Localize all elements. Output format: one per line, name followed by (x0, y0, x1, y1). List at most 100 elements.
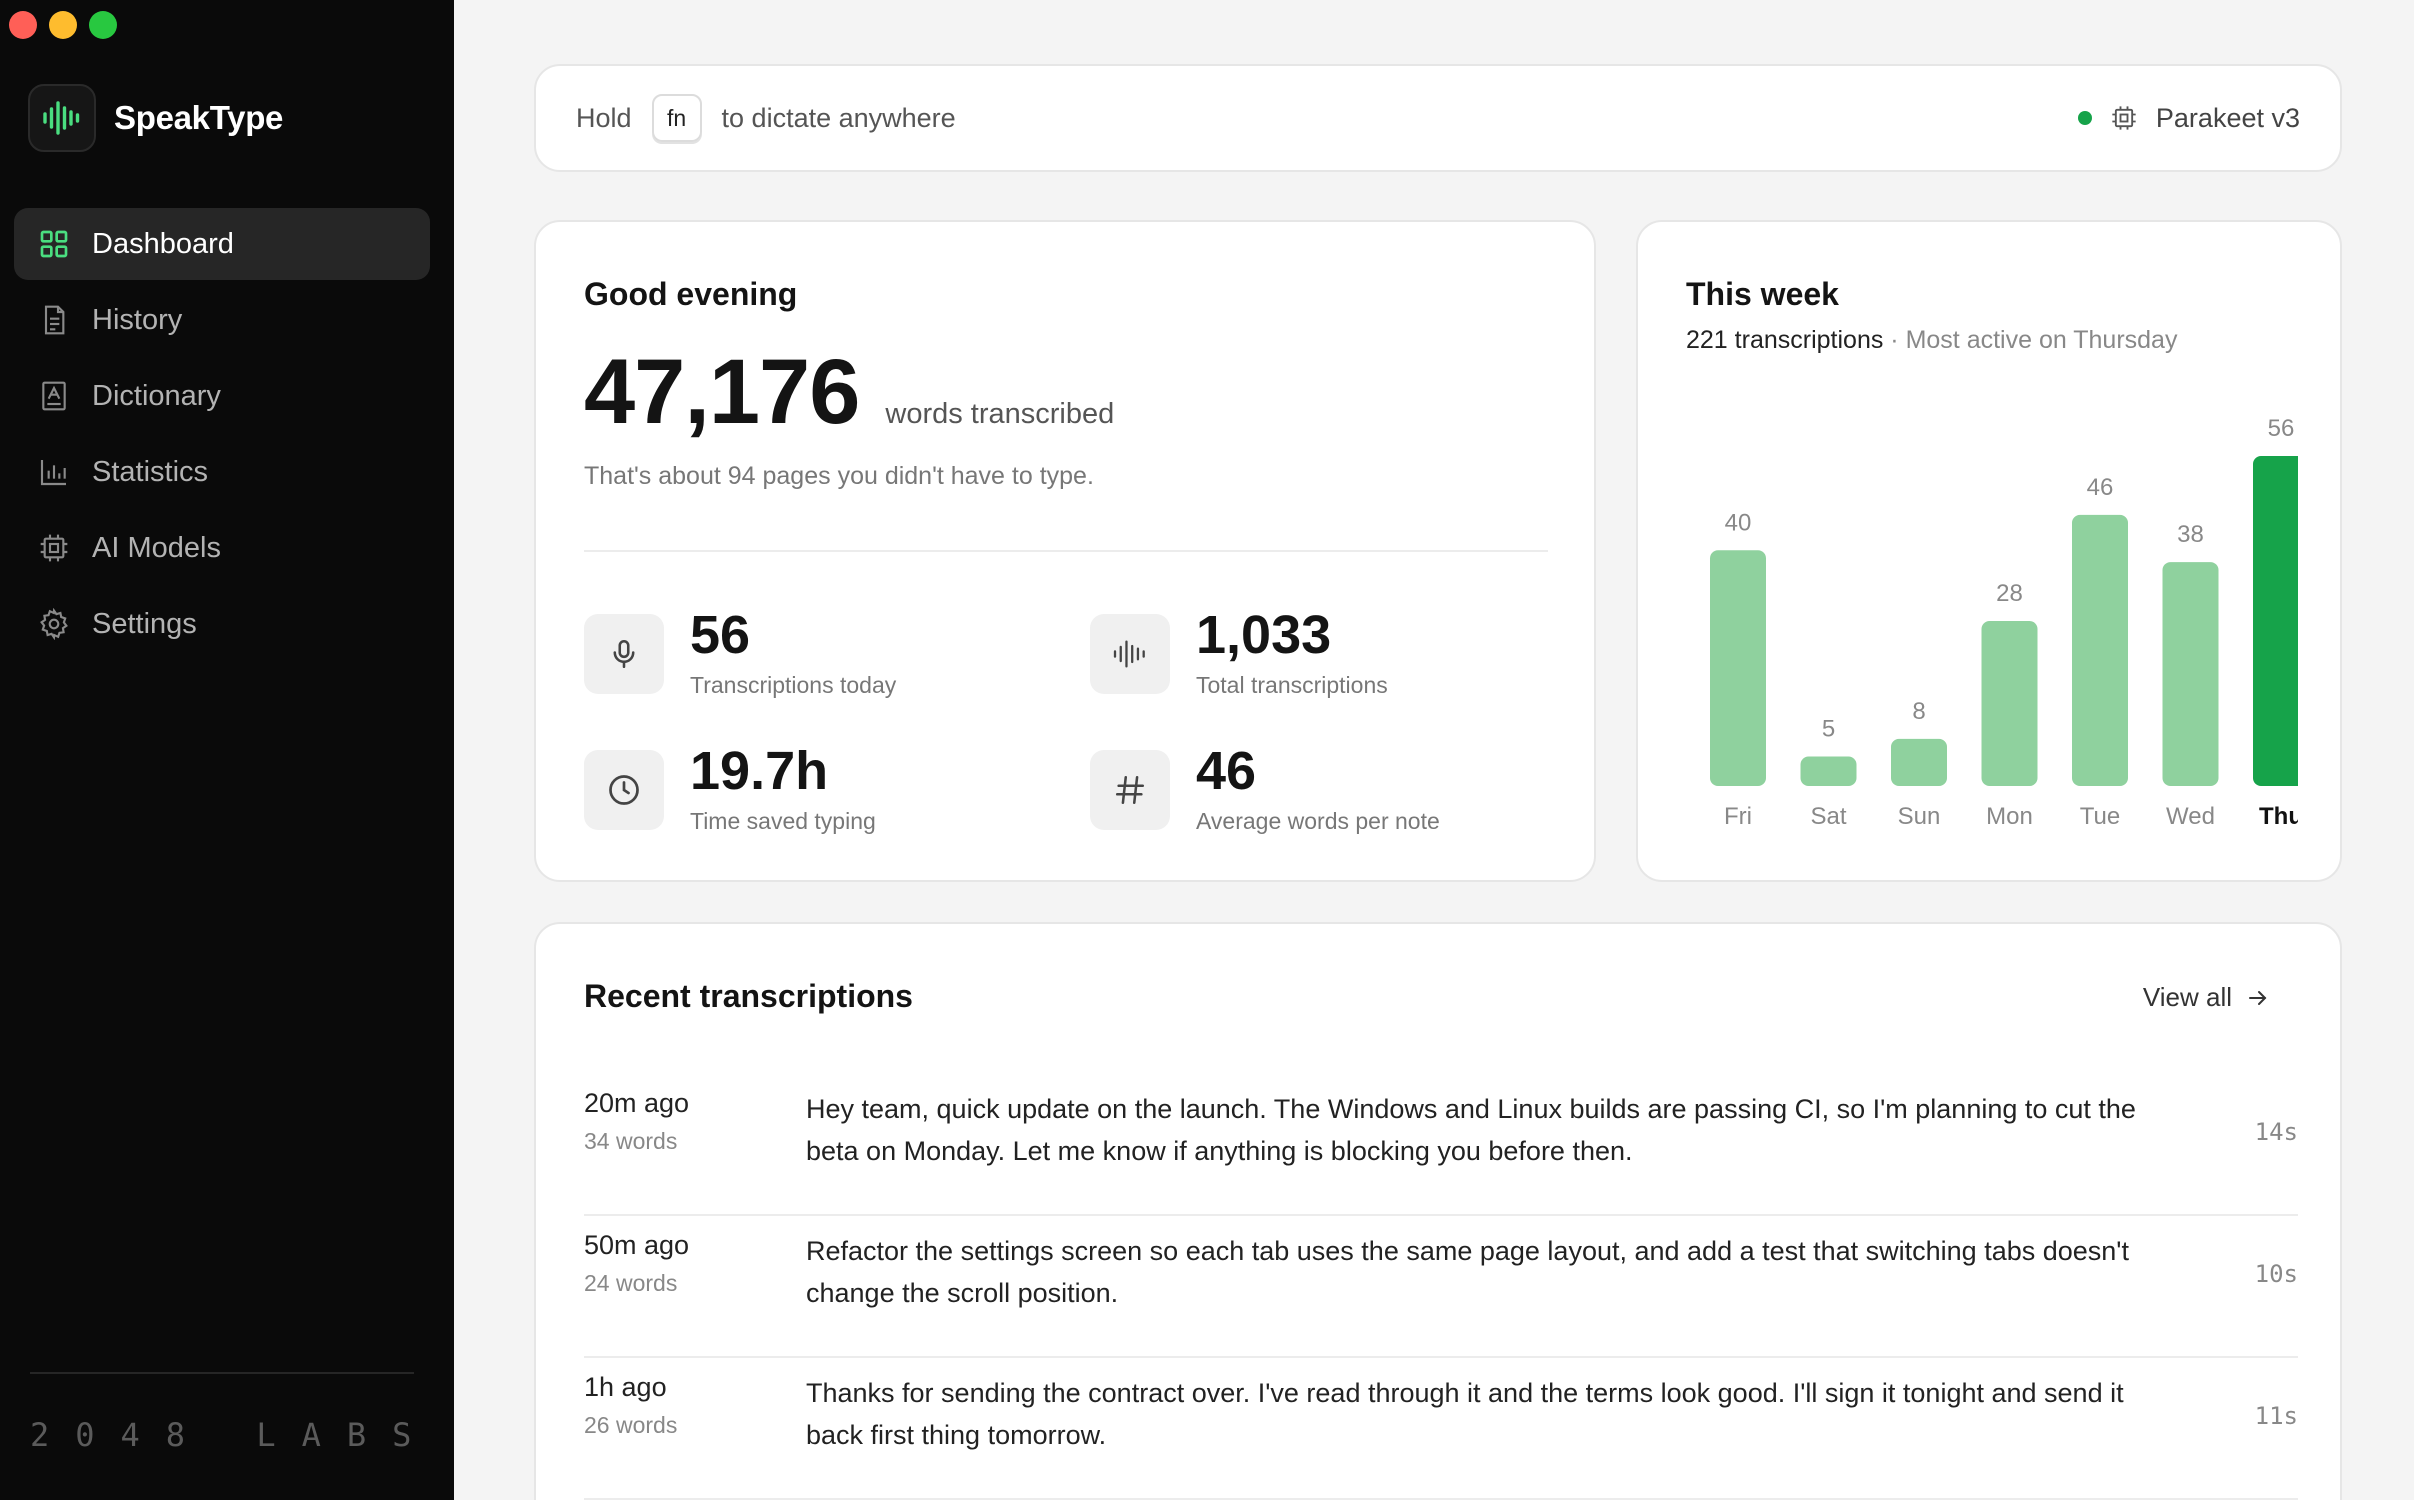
week-most-active: Most active on Thursday (1905, 326, 2178, 354)
stat-value: 1,033 (1196, 605, 1332, 665)
pages-note: That's about 94 pages you didn't have to… (584, 462, 1094, 490)
stat-value: 56 (690, 605, 751, 665)
bar-category-label: Thu (2259, 803, 2298, 830)
model-selector[interactable]: Parakeet v3 (2077, 102, 2300, 134)
sidebar-divider (30, 1372, 414, 1374)
recent-transcriptions-card: Recent transcriptions View all 20m ago 3… (534, 922, 2342, 1500)
summary-card: Good evening 47,176 words transcribed Th… (534, 220, 1596, 882)
recent-title: Recent transcriptions (584, 978, 913, 1014)
words-count: 47,176 (584, 341, 860, 443)
sidebar-item-label: Dashboard (92, 227, 234, 260)
model-name: Parakeet v3 (2155, 102, 2300, 133)
waveform-logo-icon (28, 84, 96, 152)
dictation-hint-bar: Hold fn to dictate anywhere Parakeet v3 (534, 64, 2342, 172)
bar-value-label: 38 (2177, 521, 2204, 548)
bar-sun (1891, 738, 1947, 786)
app-name: SpeakType (114, 99, 284, 136)
chip-icon (2112, 106, 2136, 130)
bar-sat (1800, 756, 1857, 786)
row-time: 50m ago (584, 1230, 690, 1260)
maximize-window-button[interactable] (89, 11, 117, 39)
bar-category-label: Mon (1986, 803, 2033, 830)
grid-icon (40, 230, 68, 258)
bar-value-label: 8 (1912, 698, 1925, 725)
gear-icon (40, 608, 68, 640)
document-icon (44, 305, 65, 335)
bar-tue (2072, 514, 2128, 786)
bar-value-label: 56 (2268, 415, 2295, 442)
sidebar-item-ai-models[interactable]: AI Models (14, 512, 430, 584)
stat-label: Transcriptions today (690, 672, 897, 698)
row-duration: 10s (2254, 1260, 2298, 1288)
week-count-label: transcriptions (1734, 326, 1884, 354)
sidebar-item-label: Statistics (92, 455, 209, 488)
sidebar: SpeakType Dashboard History (0, 0, 454, 1500)
stat-value: 46 (1196, 741, 1257, 801)
row-text: Hey team, quick update on the launch. Th… (806, 1094, 2136, 1166)
weekly-bar-chart: 40 Fri 5 Sat 8 Sun 28 Mon 46 Tue 38 Wed 56 Thu (1678, 392, 2309, 862)
waveform-icon (1090, 613, 1170, 694)
words-unit: words transcribed (885, 398, 1115, 430)
view-all-label: View all (2142, 982, 2232, 1012)
bar-wed (2162, 562, 2219, 786)
window-controls (9, 11, 117, 39)
sidebar-item-label: Dictionary (92, 379, 221, 412)
stat-total-transcriptions: 1,033 Total transcriptions (1090, 608, 1388, 699)
row-duration: 11s (2254, 1402, 2298, 1430)
brand: SpeakType (28, 84, 283, 152)
dictate-instruction: to dictate anywhere (721, 102, 956, 133)
week-summary: 221 transcriptions · Most active on Thur… (1686, 326, 2177, 355)
summary-divider (584, 550, 1548, 552)
view-all-link[interactable]: View all (2143, 982, 2270, 1013)
week-title: This week (1686, 276, 1839, 312)
sidebar-item-dictionary[interactable]: Dictionary (14, 360, 430, 432)
stat-time-saved: 19.7h Time saved typing (584, 744, 876, 835)
bar-value-label: 5 (1822, 716, 1835, 743)
fn-key-badge: fn (651, 94, 702, 142)
close-window-button[interactable] (9, 11, 37, 39)
bar-value-label: 46 (2087, 474, 2114, 501)
greeting-title: Good evening (584, 276, 798, 312)
clock-icon (584, 749, 664, 830)
stat-average-words: 46 Average words per note (1090, 744, 1440, 835)
sidebar-item-label: History (92, 303, 183, 336)
hash-icon (1090, 749, 1170, 830)
sidebar-item-label: AI Models (92, 531, 221, 564)
bar-thu (2253, 456, 2309, 786)
bar-category-label: Sat (1810, 803, 1846, 830)
row-word-count: 26 words (584, 1412, 678, 1438)
bar-category-label: Sun (1898, 803, 1941, 830)
transcription-row[interactable]: 1h ago 26 words Thanks for sending the c… (584, 1358, 2298, 1500)
stat-label: Average words per note (1196, 808, 1440, 834)
sidebar-item-settings[interactable]: Settings (14, 588, 430, 660)
stat-transcriptions-today: 56 Transcriptions today (584, 608, 896, 699)
transcription-row[interactable]: 20m ago 34 words Hey team, quick update … (584, 1074, 2298, 1216)
sidebar-item-history[interactable]: History (14, 284, 430, 356)
transcription-row[interactable]: 50m ago 24 words Refactor the settings s… (584, 1216, 2298, 1358)
sidebar-nav: Dashboard History Dictionary (14, 208, 430, 664)
row-text: Refactor the settings screen so each tab… (806, 1236, 2129, 1308)
week-count: 221 (1686, 326, 1728, 354)
hold-label: Hold (576, 102, 632, 133)
row-word-count: 24 words (584, 1270, 678, 1296)
bar-fri (1710, 550, 1766, 786)
row-word-count: 34 words (584, 1128, 678, 1154)
sidebar-item-dashboard[interactable]: Dashboard (14, 208, 430, 280)
weekly-activity-card: This week 221 transcriptions · Most acti… (1636, 220, 2342, 882)
chip-icon (40, 534, 68, 562)
transcription-list: 20m ago 34 words Hey team, quick update … (584, 1074, 2298, 1500)
stat-value: 19.7h (690, 741, 829, 801)
sidebar-item-statistics[interactable]: Statistics (14, 436, 430, 508)
bar-chart-icon (40, 460, 66, 486)
week-separator: · (1890, 326, 1899, 354)
bar-value-label: 28 (1996, 580, 2023, 607)
words-total: 47,176 words transcribed (584, 340, 1114, 445)
bar-mon (1981, 621, 2038, 786)
stat-label: Total transcriptions (1196, 672, 1388, 698)
microphone-icon (584, 613, 664, 694)
minimize-window-button[interactable] (49, 11, 77, 39)
bar-category-label: Fri (1724, 803, 1752, 830)
row-text: Thanks for sending the contract over. I'… (806, 1378, 2124, 1450)
weekly-bar-chart-svg: 40 Fri 5 Sat 8 Sun 28 Mon 46 Tue 38 Wed 56 Thu (1710, 415, 2309, 830)
